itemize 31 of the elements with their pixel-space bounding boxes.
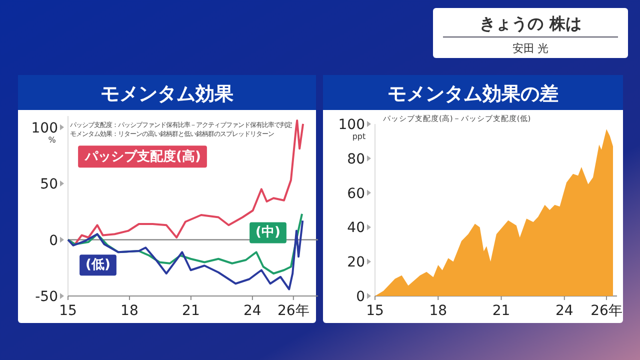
y-axis-title: % [48,135,56,144]
y-tick-label: 80 [347,151,365,168]
series-label: (低) [86,258,110,273]
y-tick-label: 20 [347,254,365,271]
y-tick-label: 50 [40,176,58,192]
y-tick-label: -50 [35,289,58,305]
y-tick-label: 100 [31,120,58,136]
x-tick-label: 24 [244,303,262,319]
y-tick-label: 40 [347,220,365,236]
x-tick-label: 24 [555,303,574,319]
chart-title: モメンタム効果の差 [388,83,558,105]
text: パッシブ支配度(高) [84,148,201,165]
x-tick-label: 26年 [590,303,622,319]
text: きょうの 株は [480,14,582,33]
y-tick-label: 60 [347,186,365,202]
series-label: (中) [256,225,280,240]
chart-title: モメンタム効果 [100,83,234,105]
x-tick-label: 18 [429,303,448,319]
y-tick-label: 0 [356,289,365,305]
y-axis-title: ppt [352,132,366,141]
x-tick-label: 21 [182,303,200,319]
x-tick-label: 21 [492,303,510,319]
x-tick-label: 15 [366,303,384,319]
y-tick-label: 100 [338,117,365,133]
line-series [67,212,304,274]
x-tick-label: 26年 [277,303,310,319]
text: 安田 光 [512,42,549,55]
y-tick-label: 0 [49,232,58,249]
x-tick-label: 15 [59,303,77,319]
x-tick-label: 18 [120,303,138,319]
line-series [67,220,304,290]
